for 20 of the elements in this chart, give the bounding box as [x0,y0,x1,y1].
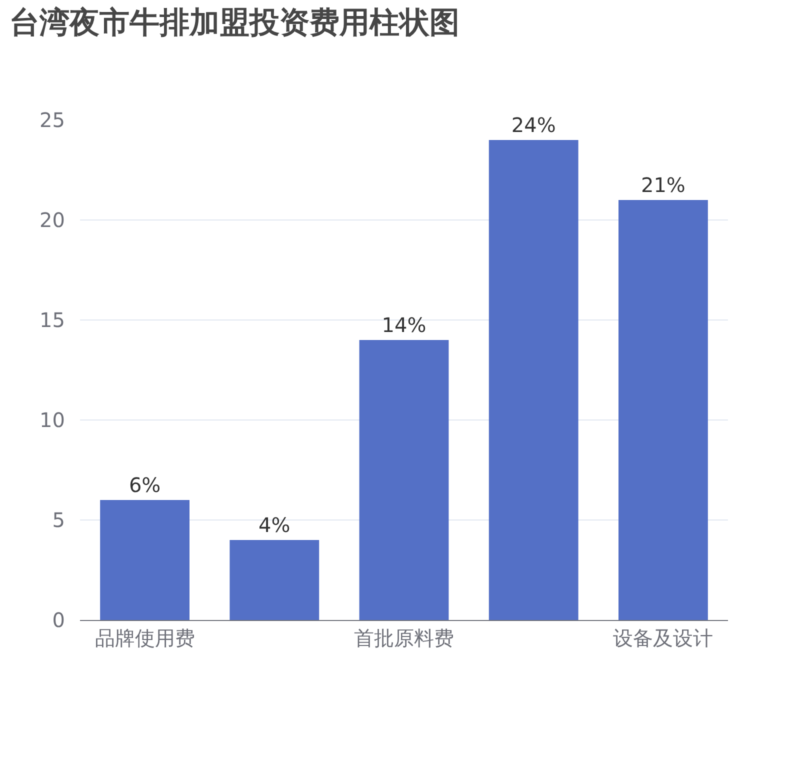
bar [618,200,708,620]
data-label: 21% [640,173,686,197]
bar [100,500,190,620]
y-tick-label: 0 [52,608,65,632]
bar [230,540,320,620]
chart-title: 台湾夜市牛排加盟投资费用柱状图 [10,5,460,40]
x-tick-label: 设备及设计 [613,626,714,650]
y-tick-label: 20 [40,208,65,232]
y-tick-label: 10 [40,408,65,432]
y-tick-label: 5 [52,508,65,532]
x-tick-label: 首批原料费 [354,626,454,650]
x-tick-label: 品牌使用费 [94,626,195,650]
data-label: 14% [382,313,426,337]
bar [359,340,449,620]
data-label: 24% [511,113,556,137]
y-tick-label: 25 [40,108,65,132]
bar [488,140,578,620]
data-label: 4% [258,513,290,537]
y-tick-label: 15 [40,308,65,332]
data-label: 6% [128,473,161,497]
